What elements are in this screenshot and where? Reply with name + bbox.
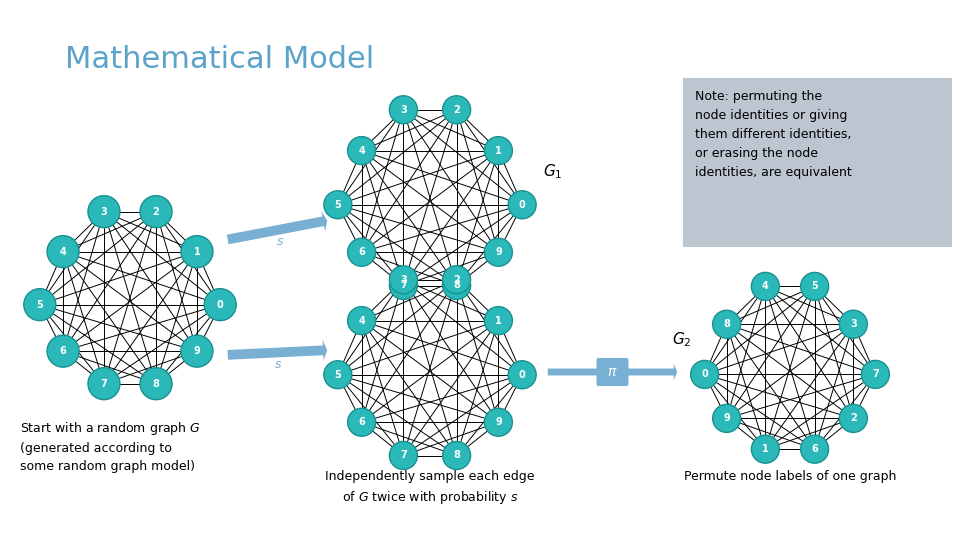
Circle shape (508, 191, 536, 219)
Text: 4: 4 (358, 315, 365, 326)
Circle shape (690, 360, 719, 388)
Circle shape (443, 442, 470, 469)
Text: 5: 5 (36, 300, 43, 309)
Circle shape (752, 272, 780, 300)
Circle shape (485, 137, 513, 165)
Text: 8: 8 (723, 319, 730, 329)
Text: 1: 1 (495, 146, 502, 156)
Text: 2: 2 (153, 207, 159, 217)
FancyBboxPatch shape (596, 358, 629, 386)
Circle shape (839, 404, 868, 433)
Text: 3: 3 (850, 319, 856, 329)
Circle shape (47, 235, 79, 268)
Text: $G_2$: $G_2$ (672, 330, 691, 349)
Text: 2: 2 (453, 105, 460, 115)
Text: 9: 9 (495, 247, 502, 257)
Text: 7: 7 (400, 450, 407, 461)
Text: 6: 6 (60, 346, 66, 356)
Text: 4: 4 (358, 146, 365, 156)
Circle shape (801, 272, 828, 300)
Circle shape (752, 435, 780, 463)
Circle shape (712, 404, 741, 433)
Text: 8: 8 (453, 450, 460, 461)
Text: 2: 2 (850, 414, 856, 423)
Circle shape (180, 235, 213, 268)
Circle shape (47, 335, 79, 367)
Circle shape (88, 368, 120, 400)
Circle shape (443, 96, 470, 124)
Circle shape (180, 335, 213, 367)
Text: 6: 6 (358, 247, 365, 257)
Text: 7: 7 (872, 369, 878, 380)
Text: Start with a random graph $G$
(generated according to
some random graph model): Start with a random graph $G$ (generated… (20, 420, 201, 473)
Circle shape (443, 266, 470, 294)
Text: 4: 4 (60, 247, 66, 256)
Text: $G_1$: $G_1$ (543, 162, 563, 181)
Text: 3: 3 (400, 105, 407, 115)
Text: $s$: $s$ (274, 358, 282, 371)
Circle shape (712, 310, 741, 338)
Circle shape (324, 191, 352, 219)
Circle shape (801, 435, 828, 463)
Circle shape (204, 289, 236, 321)
Circle shape (324, 361, 352, 389)
Text: 0: 0 (518, 200, 525, 210)
Circle shape (24, 289, 56, 321)
Text: Mathematical Model: Mathematical Model (65, 45, 374, 74)
Text: 8: 8 (153, 379, 159, 389)
Text: 1: 1 (762, 444, 769, 454)
Text: 1: 1 (495, 315, 502, 326)
Text: 4: 4 (762, 281, 769, 292)
Circle shape (839, 310, 868, 338)
Text: 3: 3 (400, 275, 407, 285)
Text: 5: 5 (334, 370, 341, 380)
Text: 0: 0 (701, 369, 708, 380)
Circle shape (485, 238, 513, 266)
Circle shape (348, 238, 375, 266)
Text: 0: 0 (217, 300, 224, 309)
Circle shape (348, 408, 375, 436)
Circle shape (140, 368, 172, 400)
Circle shape (140, 195, 172, 228)
Text: 9: 9 (723, 414, 730, 423)
Text: 3: 3 (101, 207, 108, 217)
Circle shape (348, 307, 375, 335)
Text: 0: 0 (518, 370, 525, 380)
Text: 7: 7 (400, 280, 407, 291)
Circle shape (485, 307, 513, 335)
Circle shape (508, 361, 536, 389)
Text: 9: 9 (495, 417, 502, 427)
Text: 9: 9 (194, 346, 201, 356)
Text: 6: 6 (811, 444, 818, 454)
Text: $s$: $s$ (276, 235, 284, 248)
Text: Independently sample each edge
of $G$ twice with probability $s$: Independently sample each edge of $G$ tw… (325, 470, 535, 506)
Text: Note: permuting the
node identities or giving
them different identities,
or eras: Note: permuting the node identities or g… (695, 90, 852, 179)
Circle shape (861, 360, 889, 388)
Text: 7: 7 (101, 379, 108, 389)
Circle shape (348, 137, 375, 165)
Circle shape (485, 408, 513, 436)
Text: 5: 5 (811, 281, 818, 292)
Circle shape (443, 272, 470, 300)
Circle shape (390, 266, 418, 294)
Circle shape (390, 96, 418, 124)
Text: 2: 2 (453, 275, 460, 285)
Circle shape (88, 195, 120, 228)
FancyBboxPatch shape (683, 78, 952, 247)
Circle shape (390, 442, 418, 469)
Text: 5: 5 (334, 200, 341, 210)
Text: 8: 8 (453, 280, 460, 291)
Text: Permute node labels of one graph: Permute node labels of one graph (684, 470, 897, 483)
Circle shape (390, 272, 418, 300)
Text: 6: 6 (358, 417, 365, 427)
Text: $\pi$: $\pi$ (608, 365, 618, 379)
Text: 1: 1 (194, 247, 201, 256)
